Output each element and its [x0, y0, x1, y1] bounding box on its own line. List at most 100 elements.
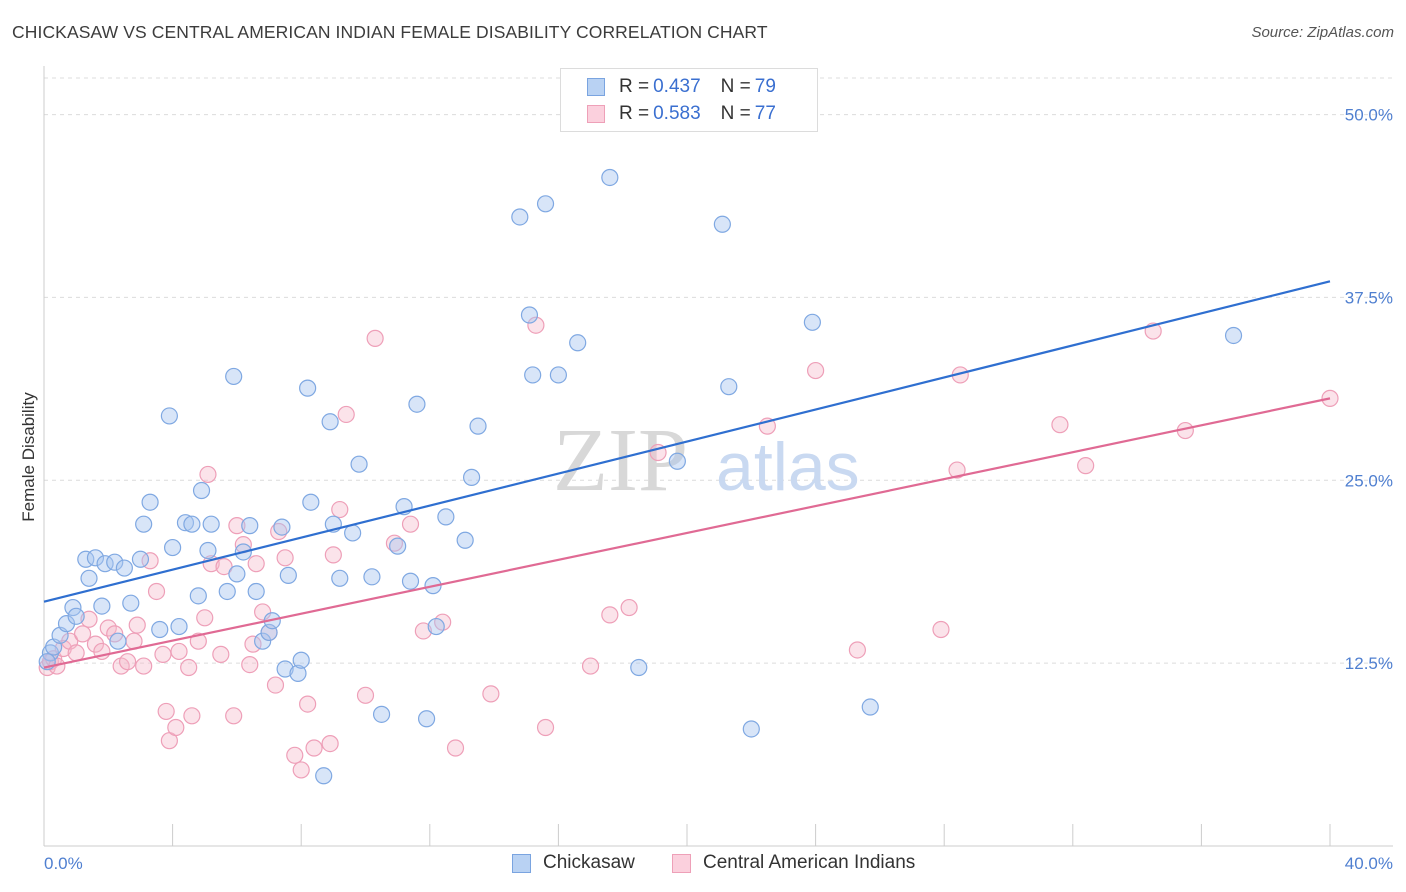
y-tick-label: 25.0% [1345, 471, 1393, 490]
x-tick-label-min: 0.0% [44, 854, 83, 873]
chickasaw-point [511, 208, 529, 226]
central-american-indians-point [806, 361, 825, 380]
chickasaw-point [569, 334, 587, 352]
central-american-indians-point [620, 598, 638, 617]
chickasaw-point [279, 566, 297, 584]
chickasaw-point [192, 481, 211, 500]
watermark-atlas: atlas [716, 429, 860, 505]
chickasaw-point [218, 582, 236, 601]
chickasaw-point [713, 215, 731, 233]
chickasaw-point [299, 379, 317, 397]
chickasaw-point [427, 617, 445, 636]
chickasaw-point [199, 541, 217, 560]
chickasaw-point [183, 515, 201, 533]
chickasaw-point [228, 565, 246, 583]
bottom-legend-central-american-indians: Central American Indians [672, 852, 915, 874]
legend-row-central-american-indians: R = 0.583 N = 77 [587, 102, 776, 126]
chickasaw-point [536, 195, 555, 213]
chickasaw-point [254, 632, 272, 650]
central-american-indians-point [212, 645, 230, 663]
central-american-indians-point [299, 695, 317, 713]
chickasaw-point [549, 366, 568, 384]
central-american-indians-point [183, 707, 201, 725]
chickasaw-point [189, 587, 207, 605]
central-american-indians-point [292, 761, 310, 779]
central-american-indians-point [536, 718, 555, 737]
chickasaw-point [630, 658, 648, 677]
central-american-indians-point [157, 702, 175, 721]
central-american-indians-point [99, 619, 117, 637]
chickasaw-point [321, 413, 339, 431]
chickasaw-point [276, 660, 294, 678]
central-american-indians-point [147, 582, 166, 601]
gridlines [44, 77, 1393, 664]
bottom-legend-swatch-chickasaw [512, 853, 531, 873]
chickasaw-point [202, 515, 220, 533]
chickasaw-point [247, 582, 265, 601]
central-american-indians-point [385, 534, 404, 552]
central-american-indians-point [848, 641, 866, 659]
chickasaw-point [437, 508, 455, 526]
bottom-legend-chickasaw: Chickasaw [512, 852, 635, 874]
central-american-indians-point [276, 549, 294, 567]
chickasaw-point [176, 514, 195, 532]
y-tick-label: 12.5% [1345, 654, 1393, 673]
chickasaw-point [742, 720, 760, 738]
chickasaw-point [160, 407, 178, 425]
chickasaw-point [331, 569, 349, 587]
legend-row-chickasaw: R = 0.437 N = 79 [587, 75, 776, 99]
chickasaw-point [1224, 326, 1243, 345]
central-american-indians-point [196, 609, 214, 627]
legend-n-label: N = [720, 103, 751, 124]
central-american-indians-point [73, 625, 92, 643]
chickasaw-point [67, 607, 85, 625]
chickasaw-point [389, 537, 407, 555]
chickasaw-point [106, 553, 124, 571]
chickasaw-point [115, 559, 133, 577]
bottom-legend-label-chickasaw: Chickasaw [543, 852, 635, 873]
legend-n-value: 79 [754, 76, 776, 97]
chickasaw-point [131, 550, 150, 568]
central-american-indians-point [244, 635, 262, 653]
chickasaw-point [601, 168, 619, 187]
central-american-indians-point [128, 616, 146, 634]
bottom-legend-swatch-central-american-indians [672, 853, 691, 873]
central-american-indians-point [254, 603, 272, 621]
chickasaw-point [170, 617, 188, 636]
source-label: Source: ZipAtlas.com [1251, 24, 1394, 41]
chickasaw-point [302, 493, 320, 511]
chickasaw-point [720, 378, 738, 396]
chickasaw-point [803, 313, 821, 331]
series-central-american-indians-points [38, 316, 1339, 779]
chart-title: CHICKASAW VS CENTRAL AMERICAN INDIAN FEM… [12, 22, 768, 42]
central-american-indians-point [80, 610, 98, 628]
chickasaw-point [372, 705, 391, 723]
trend-line-chickasaw [43, 280, 1331, 603]
y-tick-label: 50.0% [1345, 106, 1393, 125]
central-american-indians-point [167, 718, 185, 737]
chickasaw-point [861, 698, 879, 716]
central-american-indians-point [215, 557, 233, 576]
chickasaw-point [668, 452, 686, 470]
chickasaw-point [315, 767, 333, 785]
chickasaw-point [469, 417, 487, 435]
central-american-indians-point [228, 517, 246, 535]
trend-lines [43, 280, 1331, 669]
central-american-indians-point [366, 329, 384, 347]
central-american-indians-point [286, 746, 304, 764]
central-american-indians-point [180, 658, 198, 677]
central-american-indians-point [266, 676, 285, 694]
chickasaw-point [462, 468, 481, 486]
chickasaw-point [417, 710, 436, 728]
central-american-indians-point [189, 632, 207, 650]
central-american-indians-point [225, 707, 243, 725]
chickasaw-point [164, 538, 182, 557]
watermark-zip: ZIP [553, 411, 688, 510]
central-american-indians-point [135, 657, 153, 675]
chickasaw-point [141, 493, 159, 511]
central-american-indians-point [67, 644, 85, 662]
central-american-indians-point [948, 461, 966, 479]
central-american-indians-point [118, 653, 137, 671]
central-american-indians-point [1077, 457, 1095, 475]
